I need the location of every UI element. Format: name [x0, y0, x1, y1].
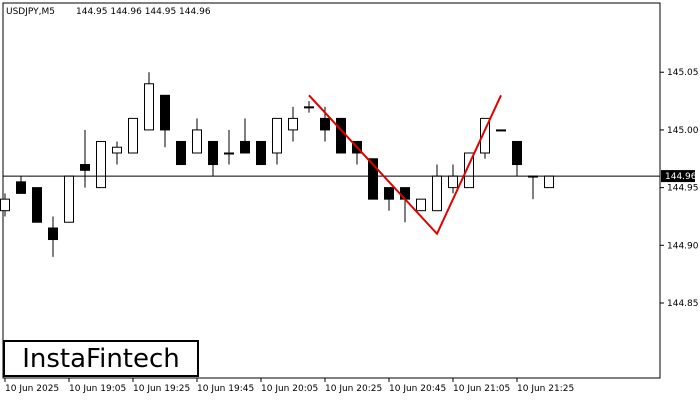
bull-candle-body: [304, 106, 314, 109]
pattern-line-group: [308, 94, 502, 236]
candle: [160, 94, 170, 148]
bull-candle-body: [128, 117, 138, 154]
bear-candle-body: [80, 164, 90, 171]
y-tick-label: 144.85: [667, 299, 699, 309]
bull-candle-body: [192, 129, 202, 154]
y-tick-label: 145.00: [667, 126, 699, 136]
bull-candle-body: [288, 117, 298, 131]
x-tick-label: 10 Jun 20:25: [325, 384, 382, 394]
bear-candle-body: [400, 187, 410, 200]
x-tick-label: 10 Jun 19:05: [69, 384, 126, 394]
symbol-label: USDJPY,M5: [6, 7, 55, 17]
candle: [384, 187, 394, 211]
bull-candle-body: [448, 175, 458, 189]
candle: [112, 141, 122, 165]
candle: [272, 117, 282, 165]
y-tick-label: 145.05: [667, 68, 699, 78]
current-price-label: 144.96: [665, 172, 697, 182]
candle: [288, 106, 298, 142]
current-price-line-group: 144.96: [3, 170, 697, 183]
bear-candle-body: [320, 117, 330, 131]
bear-candle-body: [368, 158, 378, 200]
candle: [192, 118, 202, 154]
bull-candle-body: [0, 198, 10, 212]
candle: [496, 129, 506, 132]
candle: [224, 129, 234, 165]
bull-candle-body: [224, 152, 234, 155]
bear-candle-body: [512, 140, 522, 166]
bull-candle-body: [464, 152, 474, 189]
candle: [416, 198, 426, 212]
candle: [144, 72, 154, 131]
logo-text: InstaFintech: [22, 343, 180, 374]
candle: [336, 117, 346, 154]
x-tick-label: 10 Jun 20:45: [389, 384, 446, 394]
candle: [32, 187, 42, 223]
candle: [240, 118, 250, 154]
candle: [80, 129, 90, 188]
bear-candle-body: [160, 94, 170, 131]
candle: [512, 140, 522, 177]
bull-candle-body: [272, 117, 282, 154]
bear-candle-body: [240, 140, 250, 154]
candle: [16, 176, 26, 194]
y-axis: 145.05 145.00 144.95 144.90 144.85: [660, 68, 699, 309]
bear-candle-body: [16, 181, 26, 194]
x-axis: 10 Jun 2025 10 Jun 19:05 10 Jun 19:25 10 Ju…: [4, 378, 574, 394]
candle: [464, 152, 474, 189]
bear-candle-body: [208, 140, 218, 166]
x-tick-label: 10 Jun 21:25: [517, 384, 574, 394]
bull-candle-body: [544, 175, 554, 189]
current-price-tag: [661, 170, 695, 183]
bear-candle-body: [256, 140, 266, 166]
pattern-line: [308, 94, 502, 236]
candle: [48, 216, 58, 257]
candle: [96, 140, 106, 189]
bull-candle-body: [496, 129, 506, 132]
bull-candle-body: [112, 146, 122, 154]
bear-candle-body: [384, 187, 394, 200]
bull-candle-body: [64, 175, 74, 223]
y-tick-label: 144.95: [667, 184, 699, 194]
bull-candle-body: [96, 140, 106, 189]
bull-candle-body: [480, 117, 490, 154]
bull-candle-body: [144, 83, 154, 131]
candle: [128, 117, 138, 154]
candle: [176, 140, 186, 166]
x-tick-label: 10 Jun 19:25: [133, 384, 190, 394]
candle: [544, 175, 554, 189]
x-tick-label: 10 Jun 20:05: [261, 384, 318, 394]
candle: [304, 101, 314, 113]
bull-candle-body: [416, 198, 426, 212]
x-tick-label: 10 Jun 21:05: [453, 384, 510, 394]
x-tick-label: 10 Jun 19:45: [197, 384, 254, 394]
bear-candle-body: [176, 140, 186, 166]
ohlc-readout: 144.95 144.96 144.95 144.96: [76, 7, 211, 17]
bull-candle-body: [432, 175, 442, 212]
bear-candle-body: [336, 117, 346, 154]
x-tick-label: 10 Jun 2025: [5, 384, 59, 394]
bear-candle-body: [32, 187, 42, 223]
candle: [208, 140, 218, 177]
candle: [0, 193, 10, 217]
candle: [256, 140, 266, 166]
candle: [64, 175, 74, 223]
instafintech-logo: InstaFintech: [3, 340, 199, 377]
candle: [480, 117, 490, 159]
plot-frame: [2, 2, 661, 379]
bear-candle-body: [48, 227, 58, 241]
y-tick-label: 144.90: [667, 241, 699, 251]
